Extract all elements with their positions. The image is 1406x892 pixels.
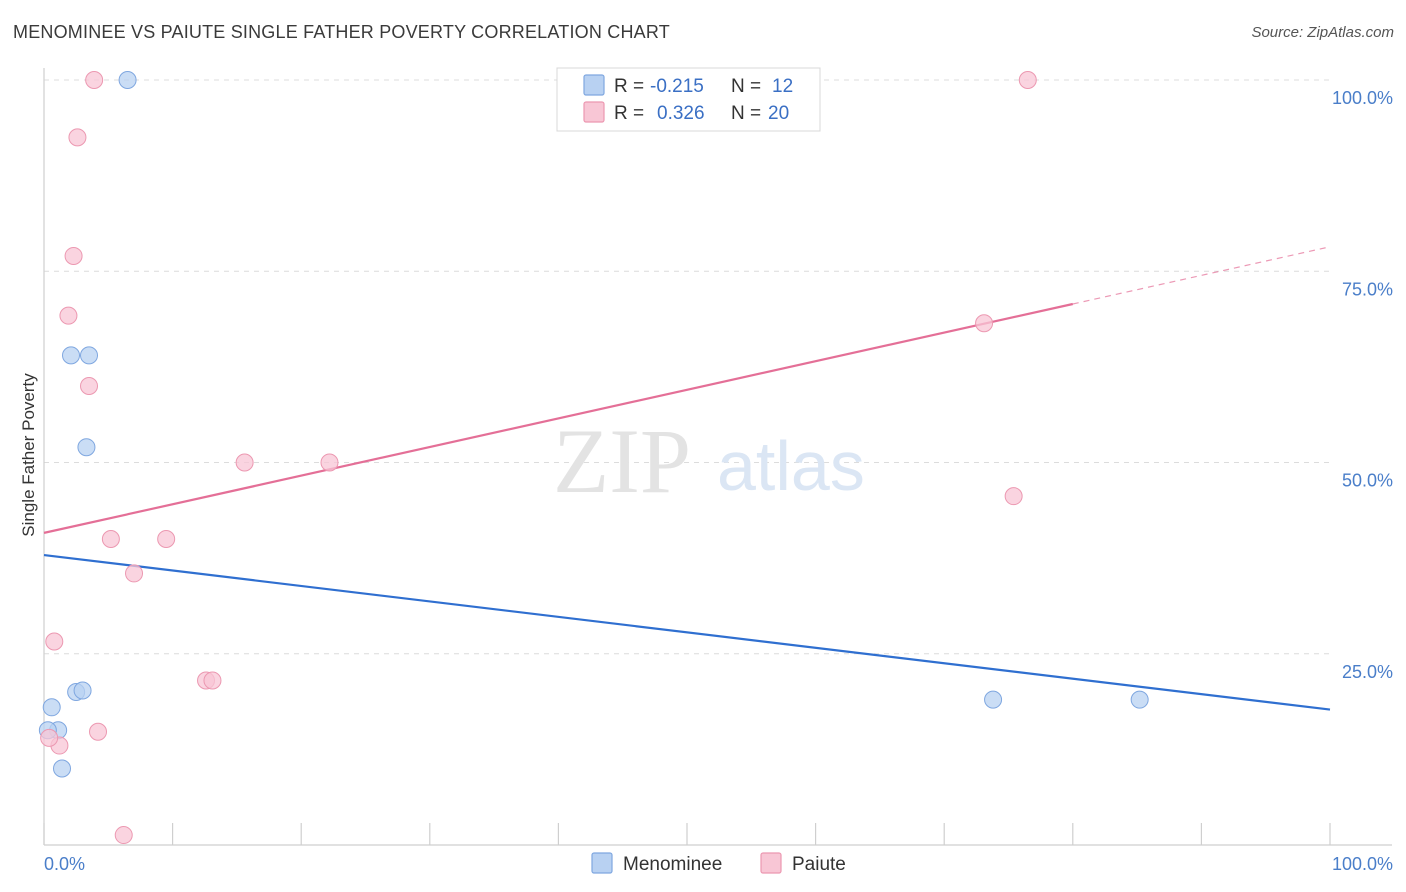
trendlines: [43, 246, 1331, 711]
watermark-atlas: atlas: [717, 427, 865, 505]
y-axis-title: Single Father Poverty: [19, 373, 38, 537]
menominee-point-10: [984, 690, 1003, 709]
svg-text:R = -0.215 N =: R = -0.215 N = 12: [614, 76, 793, 97]
paiute-point-11: [157, 530, 176, 548]
menominee-point-9: [53, 759, 72, 778]
y-tick-label-25: 25.0%: [1342, 662, 1393, 682]
paiute-n-value: 20: [768, 103, 789, 124]
x-tick-label-min: 0.0%: [44, 854, 85, 874]
paiute-point-7: [235, 453, 254, 472]
paiute-r-label: R =: [614, 103, 649, 124]
paiute-point-16: [89, 722, 108, 741]
y-tick-label-75: 75.0%: [1342, 279, 1393, 299]
svg-text:R = 0.326 N =: R = 0.326 N = 20: [614, 103, 789, 124]
paiute-point-6: [80, 377, 99, 395]
menominee-point-11: [1130, 690, 1149, 709]
watermark-zip: ZIP: [553, 410, 691, 512]
paiute-point-12: [125, 564, 144, 583]
menominee-point-2: [80, 346, 99, 365]
paiute-point-4: [59, 306, 78, 325]
menominee-swatch: [583, 74, 605, 96]
axes: [43, 68, 1392, 846]
paiute-point-13: [45, 632, 64, 651]
menominee-point-0: [118, 71, 137, 89]
paiute-r-value: 0.326: [657, 103, 705, 124]
source-label: Source: ZipAtlas.com: [1251, 24, 1394, 41]
legend-menominee-label: Menominee: [623, 854, 722, 875]
bottom-legend: Menominee Paiute: [591, 852, 846, 875]
menominee-r-value: -0.215: [650, 76, 704, 97]
x-tick-label-max: 100.0%: [1332, 854, 1393, 874]
menominee-n-label: N =: [731, 76, 766, 97]
paiute-point-8: [320, 453, 339, 472]
chart-title: MENOMINEE VS PAIUTE SINGLE FATHER POVERT…: [13, 22, 670, 42]
paiute-point-19: [114, 826, 133, 845]
gridlines: [44, 79, 1330, 655]
data-points: [38, 71, 1149, 845]
menominee-point-5: [73, 681, 92, 700]
tick-labels: 25.0% 50.0% 75.0% 100.0% 0.0% 100.0%: [44, 88, 1393, 874]
paiute-point-5: [975, 314, 994, 333]
legend-paiute-swatch: [760, 852, 782, 874]
menominee-n-value: 12: [772, 76, 793, 97]
y-tick-label-50: 50.0%: [1342, 471, 1393, 491]
paiute-point-10: [101, 530, 120, 548]
trendline-extension-paiute: [1072, 246, 1331, 305]
trendline-paiute: [43, 302, 1074, 534]
watermark: ZIP atlas: [553, 410, 865, 512]
y-tick-label-100: 100.0%: [1332, 88, 1393, 108]
legend-menominee-swatch: [591, 852, 613, 874]
menominee-point-3: [77, 438, 96, 457]
paiute-point-0: [85, 71, 104, 89]
stats-legend-box: R = -0.215 N = 12 R = 0.326 N = 20: [556, 67, 821, 132]
trendline-menominee: [43, 553, 1331, 711]
paiute-swatch: [583, 101, 605, 123]
menominee-point-1: [62, 346, 81, 365]
paiute-point-9: [1004, 487, 1023, 506]
paiute-point-15: [203, 671, 222, 690]
paiute-point-3: [64, 246, 83, 265]
paiute-point-1: [1018, 71, 1037, 89]
menominee-point-6: [42, 698, 61, 717]
paiute-n-label: N =: [731, 103, 766, 124]
paiute-point-18: [40, 728, 59, 747]
menominee-r-label: R =: [614, 76, 649, 97]
legend-paiute-label: Paiute: [792, 854, 846, 875]
paiute-point-2: [68, 128, 87, 147]
